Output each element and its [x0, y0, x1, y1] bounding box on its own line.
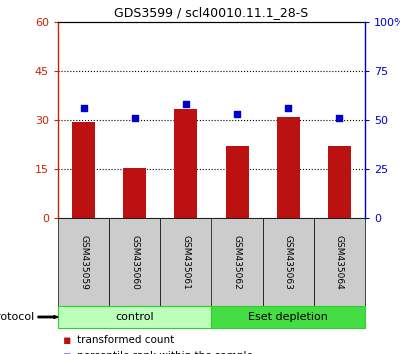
Point — [336, 115, 343, 121]
Text: control: control — [116, 312, 154, 322]
Bar — [328, 146, 351, 218]
Title: GDS3599 / scl40010.11.1_28-S: GDS3599 / scl40010.11.1_28-S — [114, 6, 309, 19]
Text: GSM435059: GSM435059 — [79, 235, 88, 290]
Point — [80, 105, 87, 111]
Text: GSM435062: GSM435062 — [232, 235, 242, 289]
Text: GSM435061: GSM435061 — [182, 235, 190, 290]
Text: transformed count: transformed count — [77, 335, 174, 345]
Point — [183, 102, 189, 107]
Text: Eset depletion: Eset depletion — [248, 312, 328, 322]
Bar — [226, 146, 248, 218]
Text: ▪: ▪ — [63, 349, 72, 354]
Text: ▪: ▪ — [63, 333, 72, 347]
Bar — [174, 109, 198, 218]
Point — [285, 105, 292, 111]
Bar — [277, 117, 300, 218]
Text: GSM435063: GSM435063 — [284, 235, 293, 290]
Text: percentile rank within the sample: percentile rank within the sample — [77, 351, 253, 354]
Bar — [72, 122, 95, 218]
Point — [132, 115, 138, 121]
Point — [234, 111, 240, 117]
Text: GSM435060: GSM435060 — [130, 235, 139, 290]
Bar — [123, 169, 146, 218]
Text: protocol: protocol — [0, 312, 34, 322]
Text: GSM435064: GSM435064 — [335, 235, 344, 289]
